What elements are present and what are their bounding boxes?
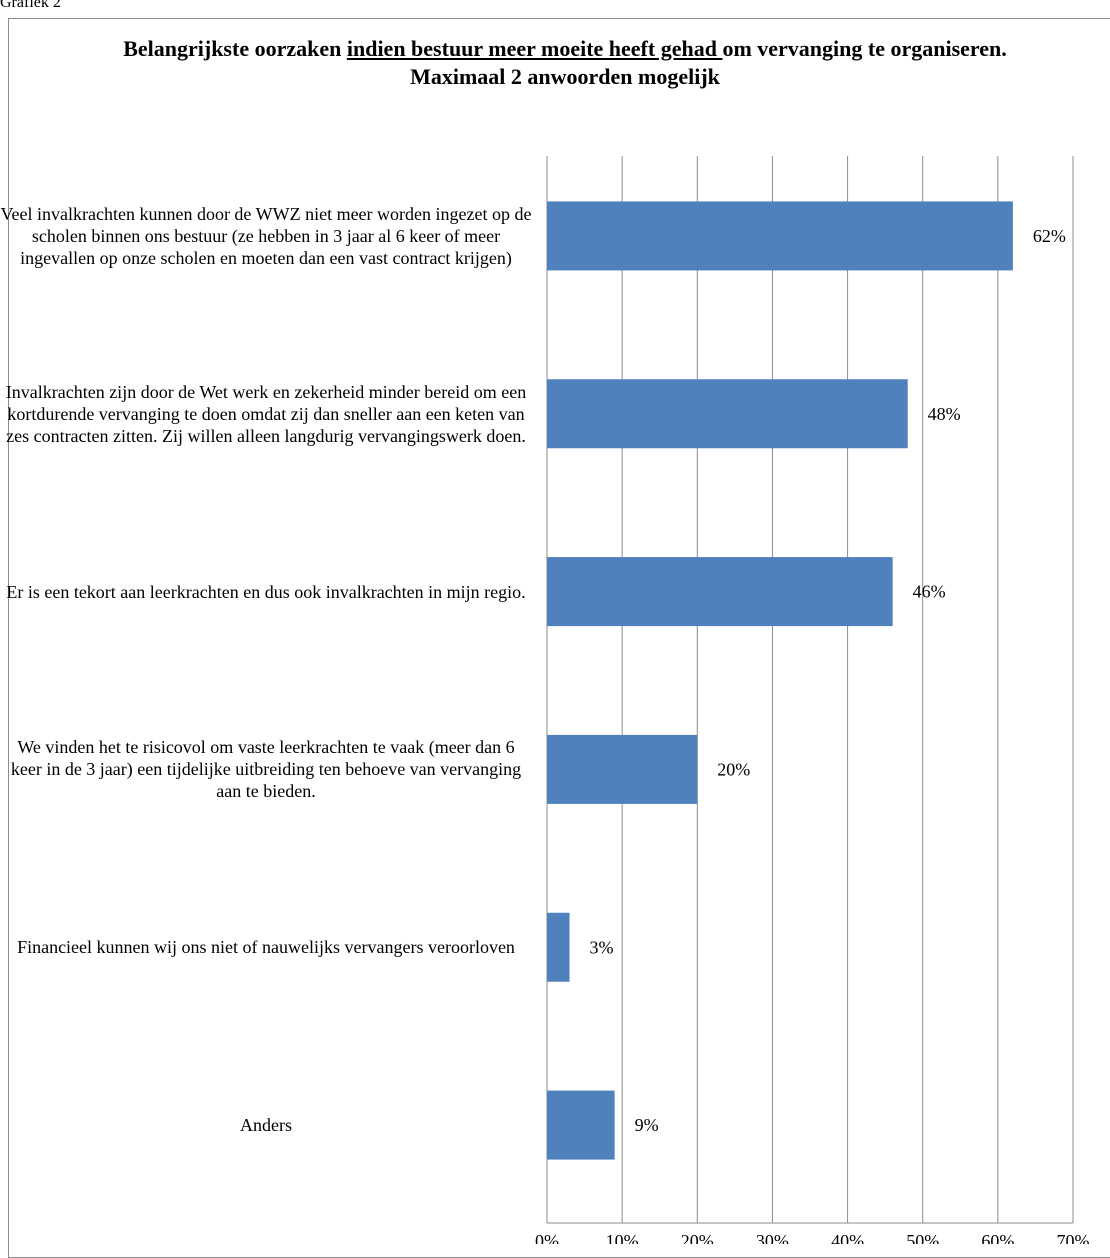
figure-caption: Grafiek 2: [0, 0, 61, 11]
bar: [547, 912, 570, 982]
chart-title-line3: Maximaal 2 anwoorden mogelijk: [410, 64, 720, 89]
category-label: Er is een tekort aan leerkrachten en dus…: [6, 581, 526, 602]
chart-title: Belangrijkste oorzaken indien bestuur me…: [100, 35, 1030, 91]
chart-title-underlined: indien bestuur meer moeite heeft gehad: [346, 36, 723, 61]
bar: [547, 734, 698, 804]
data-label: 46%: [913, 582, 946, 602]
category-label: Anders: [240, 1115, 292, 1136]
category-label: Financieel kunnen wij ons niet of nauwel…: [17, 937, 515, 958]
x-tick-label: 30%: [756, 1231, 789, 1244]
bar: [547, 201, 1013, 271]
x-tick-label: 0%: [535, 1231, 559, 1244]
category-label: Invalkrachten zijn door de Wet werk en z…: [5, 381, 527, 446]
bar: [547, 379, 908, 449]
data-label: 20%: [717, 759, 750, 779]
x-tick-label: 60%: [981, 1231, 1014, 1244]
chart-title-part2: om vervanging te organiseren.: [722, 36, 1007, 61]
x-tick-label: 10%: [606, 1231, 639, 1244]
x-tick-label: 20%: [681, 1231, 714, 1244]
x-tick-label: 50%: [906, 1231, 939, 1244]
chart-title-part1: Belangrijkste oorzaken: [123, 36, 347, 61]
data-label: 9%: [635, 1115, 659, 1135]
category-label: Veel invalkrachten kunnen door de WWZ ni…: [0, 203, 532, 268]
data-label: 48%: [928, 404, 961, 424]
data-label: 62%: [1033, 226, 1066, 246]
bar: [547, 557, 893, 627]
x-tick-label: 70%: [1057, 1231, 1090, 1244]
data-label: 3%: [590, 937, 614, 957]
bar: [547, 1090, 615, 1160]
x-tick-label: 40%: [831, 1231, 864, 1244]
category-label: We vinden het te risicovol om vaste leer…: [10, 737, 522, 802]
